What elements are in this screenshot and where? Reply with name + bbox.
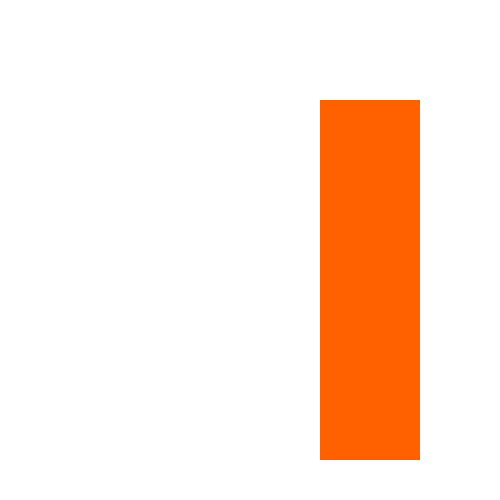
orange-rectangle: [320, 100, 420, 460]
